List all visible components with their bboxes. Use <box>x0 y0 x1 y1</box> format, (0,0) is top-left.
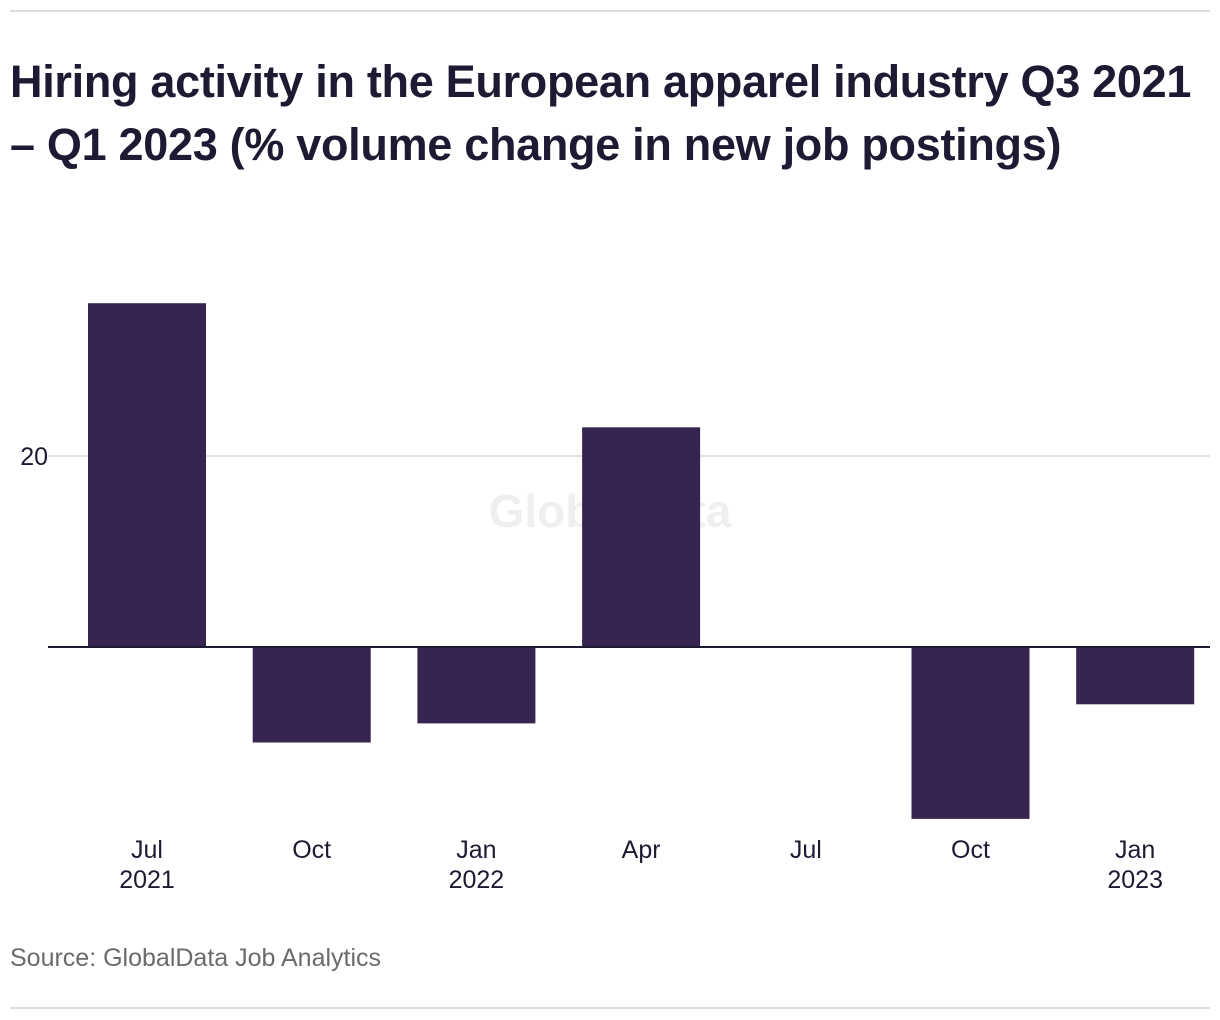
bottom-divider <box>10 1007 1210 1009</box>
bar-jan-6 <box>1076 647 1195 705</box>
x-tick-month: Apr <box>622 836 661 864</box>
source-note: Source: GlobalData Job Analytics <box>10 944 382 972</box>
bar-apr-3 <box>582 427 701 647</box>
bar-jan-2 <box>417 647 536 724</box>
bar-oct-1 <box>252 647 371 743</box>
x-tick-year: 2022 <box>449 866 505 894</box>
chart-title: Hiring activity in the European apparel … <box>10 56 1192 170</box>
x-tick-year: 2023 <box>1107 866 1163 894</box>
x-tick-month: Oct <box>292 836 331 864</box>
top-divider <box>10 10 1210 12</box>
bar-chart: GlobalData 20 Jul2021OctJan2022AprJulOct… <box>20 303 1210 894</box>
bars <box>88 303 1195 819</box>
x-tick-year: 2021 <box>119 866 175 894</box>
x-tick-month: Oct <box>951 836 990 864</box>
bar-oct-5 <box>911 647 1030 819</box>
x-tick-month: Jan <box>456 836 496 864</box>
x-tick-month: Jul <box>131 836 163 864</box>
y-tick-label: 20 <box>20 443 48 471</box>
x-tick-month: Jan <box>1115 836 1155 864</box>
bar-jul-0 <box>88 303 206 647</box>
x-tick-month: Jul <box>790 836 822 864</box>
